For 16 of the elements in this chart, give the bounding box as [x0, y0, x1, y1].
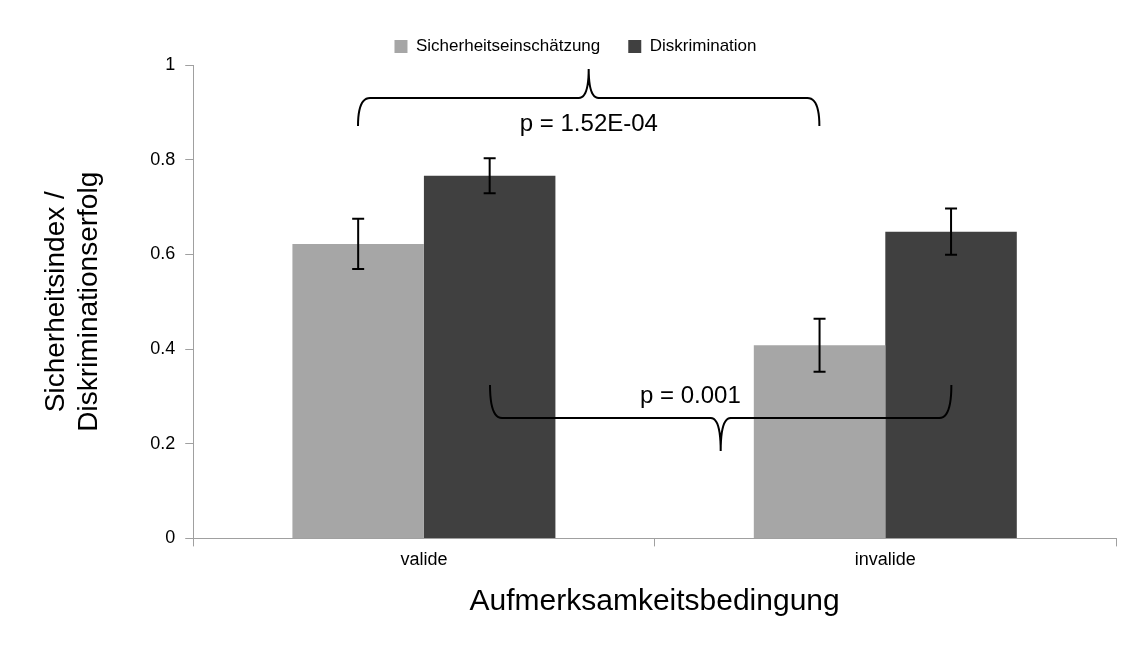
y-axis-title: Sicherheitsindex / Diskriminationserfolg — [38, 171, 104, 432]
y-tick-label: 0.4 — [150, 338, 176, 359]
y-tick-label: 0.6 — [150, 243, 176, 264]
y-tick-label: 0 — [165, 527, 176, 548]
annotation: p = 0.001 — [639, 381, 741, 409]
bar — [885, 231, 1017, 538]
x-axis-title: Aufmerksamkeitsbedingung — [469, 583, 840, 617]
y-tick-label: 1 — [165, 53, 176, 74]
x-tick-label: invalide — [854, 549, 916, 570]
annotation: p = 1.52E-04 — [519, 108, 658, 136]
legend-label: Sicherheitseinschätzung — [415, 36, 601, 56]
x-tick-label: valide — [400, 549, 448, 570]
bar — [423, 175, 556, 538]
y-tick-label: 0.8 — [150, 148, 176, 169]
y-tick-label: 0.2 — [150, 432, 176, 453]
legend-label: Diskrimination — [649, 36, 757, 56]
